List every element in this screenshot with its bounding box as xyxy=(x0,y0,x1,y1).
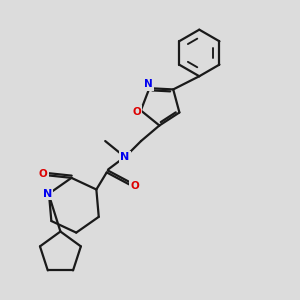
Text: O: O xyxy=(131,181,140,191)
Text: N: N xyxy=(120,152,129,163)
Text: O: O xyxy=(39,169,47,179)
Text: N: N xyxy=(43,189,52,199)
Text: N: N xyxy=(144,79,153,89)
Text: O: O xyxy=(132,107,141,117)
